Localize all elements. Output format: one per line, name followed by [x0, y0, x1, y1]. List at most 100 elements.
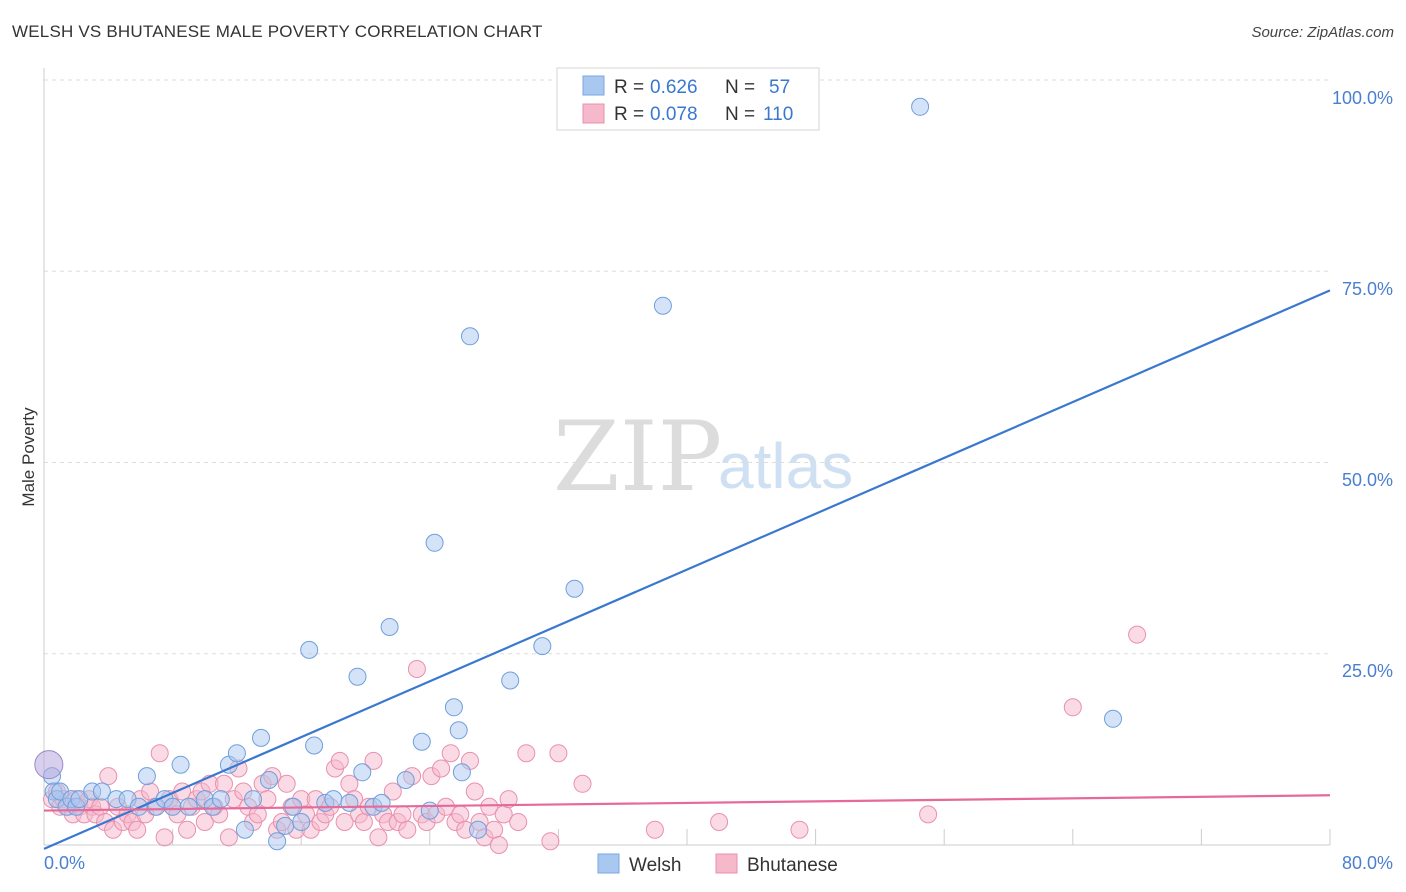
bhutanese-point [432, 759, 451, 778]
bottom-legend: Welsh Bhutanese [597, 853, 838, 876]
legend-r-label: R = [614, 77, 644, 98]
cluster-point [34, 750, 64, 780]
bhutanese-point [1128, 625, 1147, 644]
welsh-point [501, 671, 520, 690]
bhutanese-point [1063, 698, 1082, 717]
bhutanese-point [645, 820, 664, 839]
legend-n-label: N = [725, 77, 755, 98]
welsh-point [244, 790, 262, 809]
welsh-point [452, 763, 471, 782]
welsh-point [412, 732, 431, 751]
welsh-point [911, 97, 930, 116]
y-tick-label: 50.0% [1342, 470, 1393, 490]
watermark-atlas: atlas [718, 430, 853, 502]
bhutanese-point [215, 774, 233, 793]
welsh-point [469, 820, 487, 839]
legend-n-label: N = [725, 104, 755, 125]
bhutanese-point [128, 820, 147, 839]
chart-title: WELSH VS BHUTANESE MALE POVERTY CORRELAT… [12, 22, 543, 41]
bhutanese-point [465, 782, 484, 801]
welsh-point [324, 790, 343, 809]
bhutanese-points [43, 625, 1147, 854]
legend-swatch-bhutanese [582, 103, 605, 124]
y-tick-labels: 25.0% 50.0% 75.0% 100.0% [1332, 88, 1393, 681]
welsh-point [137, 767, 156, 786]
bhutanese-point [790, 820, 809, 839]
welsh-point [353, 763, 372, 782]
welsh-point [235, 820, 254, 839]
bhutanese-point [195, 813, 214, 831]
bhutanese-point [573, 774, 592, 793]
legend-r-value-bhutanese: 0.078 [650, 104, 698, 125]
legend-r-value-welsh: 0.626 [650, 77, 698, 98]
welsh-point [1104, 709, 1122, 728]
grid-lines [44, 79, 1330, 655]
welsh-point [396, 771, 415, 789]
x-tick-label: 80.0% [1342, 853, 1393, 873]
welsh-point [653, 296, 672, 315]
bhutanese-point [91, 797, 110, 816]
bhutanese-point [485, 820, 504, 839]
welsh-point [449, 721, 468, 740]
source-label: Source: ZipAtlas.com [1251, 24, 1394, 41]
bhutanese-point [480, 797, 499, 816]
bhutanese-point [451, 805, 470, 824]
bhutanese-point [178, 820, 197, 839]
bhutanese-point [354, 813, 373, 831]
watermark-zip: ZIP [553, 401, 722, 513]
bhutanese-point [489, 836, 508, 854]
legend-n-value-welsh: 57 [769, 77, 790, 98]
legend-n-value-bhutanese: 110 [763, 104, 793, 125]
welsh-point [425, 533, 444, 552]
y-tick-label: 25.0% [1342, 661, 1393, 681]
welsh-point [340, 793, 359, 812]
bhutanese-point [919, 805, 938, 824]
bhutanese-point [710, 813, 729, 831]
welsh-point [92, 782, 111, 801]
y-tick-label: 100.0% [1332, 88, 1393, 108]
welsh-point [380, 618, 399, 636]
bottom-legend-swatch-welsh [597, 853, 620, 874]
bhutanese-trend-line [43, 794, 1331, 812]
bhutanese-point [330, 751, 349, 770]
bhutanese-point [499, 790, 518, 809]
bhutanese-point [277, 774, 296, 793]
bhutanese-point [364, 751, 383, 770]
welsh-point [420, 801, 439, 820]
bhutanese-point [393, 805, 412, 824]
welsh-point [305, 736, 324, 755]
bhutanese-point [369, 828, 388, 847]
y-tick-label: 75.0% [1342, 279, 1393, 299]
bhutanese-point [517, 744, 536, 763]
bhutanese-point [99, 767, 118, 786]
welsh-point [444, 698, 463, 717]
welsh-point [179, 797, 198, 816]
x-axis-minor-ticks [172, 829, 1331, 845]
bhutanese-point [549, 744, 568, 763]
legend: R = 0.626 N = 57 R = 0.078 N = 110 [556, 67, 820, 131]
welsh-point [211, 790, 230, 809]
welsh-point [171, 755, 190, 774]
welsh-point [163, 797, 182, 816]
bhutanese-point [219, 828, 238, 847]
y-axis-label: Male Poverty [19, 407, 38, 507]
bhutanese-point [407, 660, 426, 678]
welsh-point [276, 816, 295, 835]
bottom-legend-label-welsh: Welsh [629, 855, 681, 876]
welsh-point [300, 640, 319, 659]
x-tick-label: 0.0% [44, 853, 85, 873]
welsh-point [461, 327, 479, 346]
bhutanese-point [335, 813, 354, 831]
bhutanese-point [441, 744, 460, 763]
welsh-point [252, 728, 270, 747]
welsh-point [348, 667, 367, 686]
legend-swatch-welsh [582, 75, 605, 96]
welsh-point [227, 744, 246, 763]
welsh-point [268, 832, 287, 851]
welsh-trend-line [43, 289, 1331, 850]
bottom-legend-label-bhutanese: Bhutanese [747, 855, 838, 876]
bhutanese-point [150, 744, 169, 763]
bhutanese-point [509, 813, 528, 831]
bhutanese-point [155, 828, 174, 847]
bhutanese-point [541, 832, 560, 851]
